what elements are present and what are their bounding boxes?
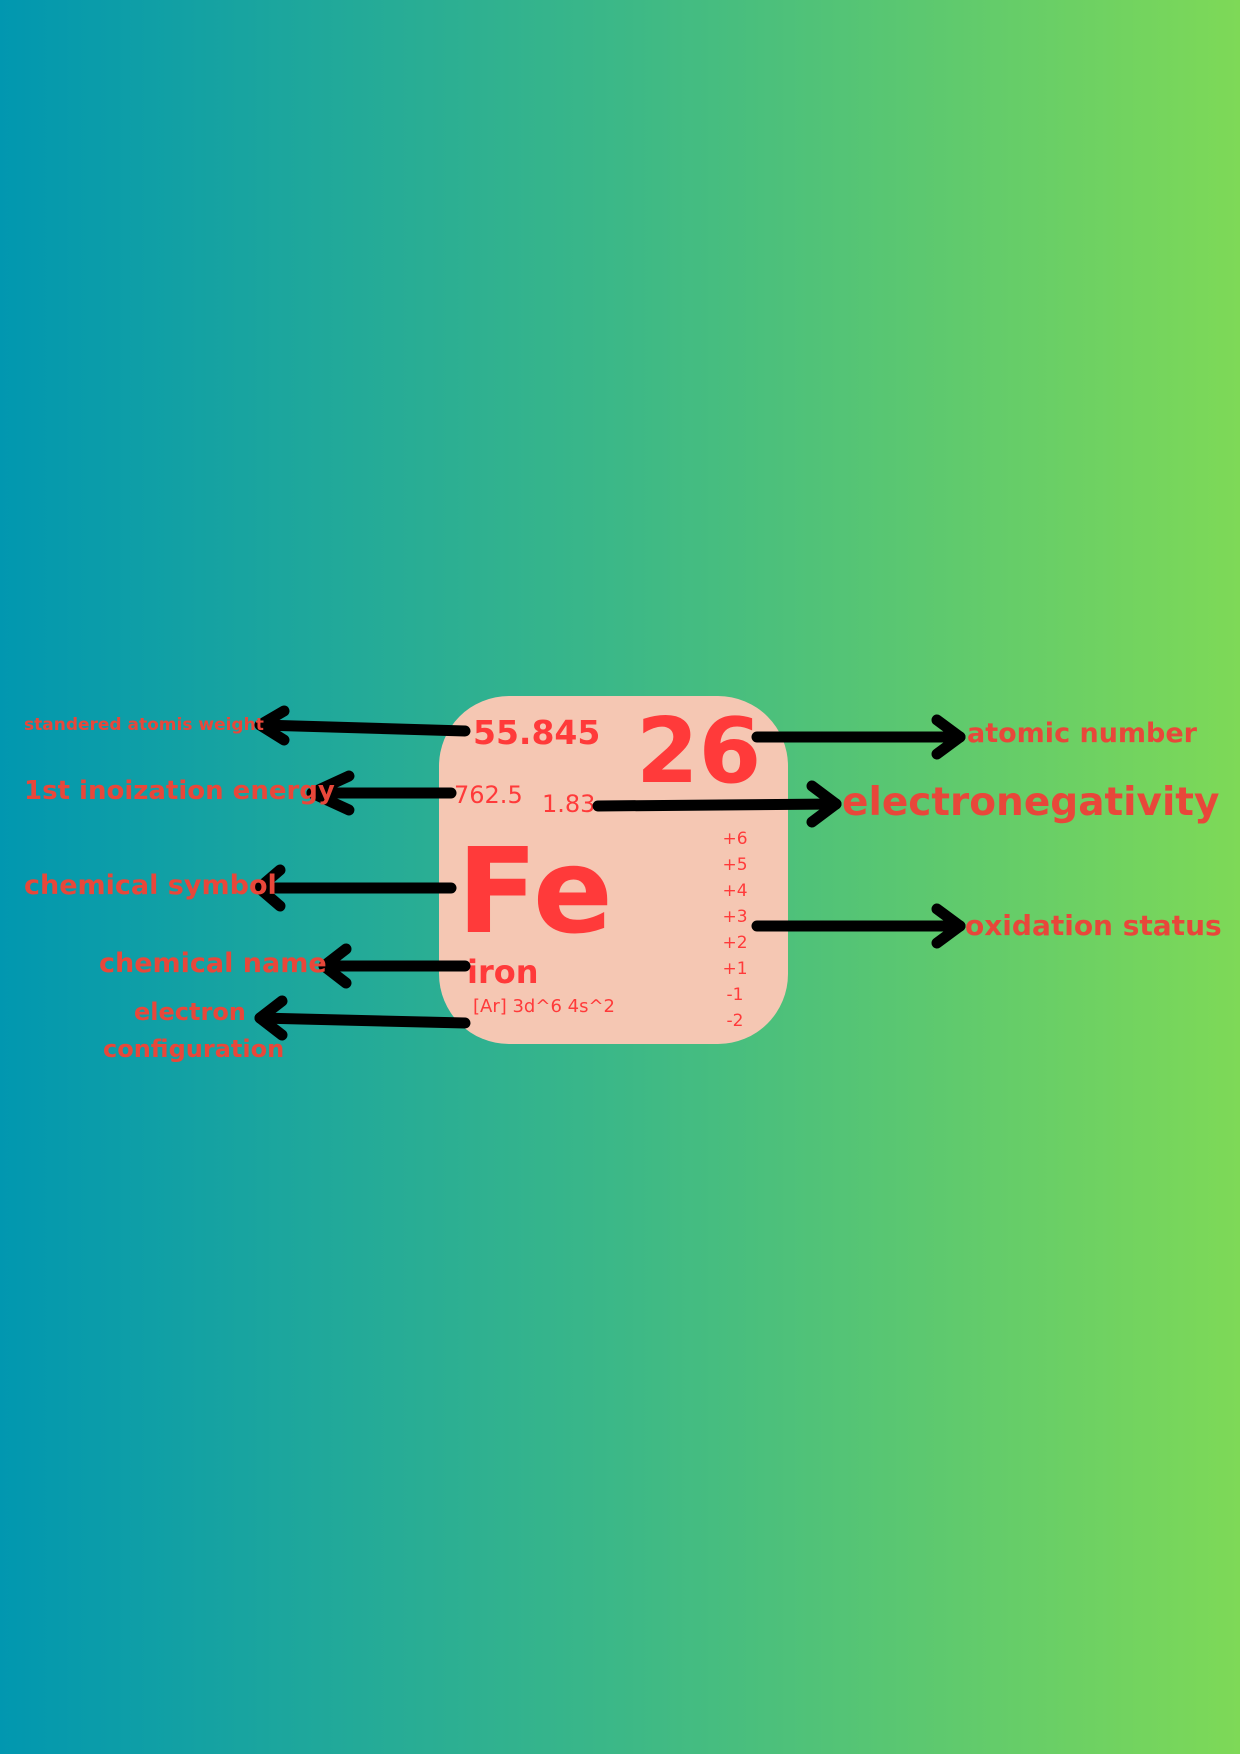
label-electron-configuration-line1: electron (134, 998, 246, 1026)
electronegativity-value: 1.83 (542, 790, 596, 818)
arrow-atomic-number (751, 714, 966, 760)
oxidation-state-item: +4 (722, 881, 748, 901)
arrow-chemical-name (318, 943, 471, 989)
atomic-weight-value: 55.845 (473, 713, 601, 752)
label-atomic-number: atomic number (967, 718, 1198, 749)
label-ionization-energy: 1st inoization energy (24, 776, 335, 806)
oxidation-state-item: +2 (722, 933, 748, 953)
arrow-oxidation-status (751, 903, 966, 949)
oxidation-state-item: -2 (726, 1011, 744, 1031)
arrow-electron-configuration (254, 995, 471, 1041)
oxidation-state-item: -1 (726, 985, 744, 1005)
arrow-chemical-symbol (253, 864, 457, 912)
label-electron-configuration-line2: configuration (103, 1035, 285, 1063)
arrow-atomic-weight (254, 705, 471, 746)
atomic-number-value: 26 (636, 699, 762, 804)
oxidation-state-item: +6 (722, 829, 748, 849)
label-oxidation-status: oxidation status (965, 909, 1222, 942)
arrow-ionization-energy (306, 770, 457, 816)
arrow-electronegativity (592, 780, 842, 828)
label-chemical-name: chemical name (99, 948, 327, 979)
label-atomic-weight: standered atomis weight (24, 715, 264, 735)
electron-configuration-value: [Ar] 3d^6 4s^2 (473, 996, 615, 1017)
oxidation-state-item: +3 (722, 907, 748, 927)
oxidation-state-item: +5 (722, 855, 748, 875)
oxidation-state-item: +1 (722, 959, 748, 979)
label-chemical-symbol: chemical symbol (24, 870, 277, 901)
chemical-symbol-value: Fe (457, 822, 613, 960)
chemical-name-value: iron (467, 953, 539, 991)
element-tile (439, 696, 788, 1044)
ionization-energy-value: 762.5 (454, 781, 523, 809)
label-electronegativity: electronegativity (842, 780, 1220, 825)
